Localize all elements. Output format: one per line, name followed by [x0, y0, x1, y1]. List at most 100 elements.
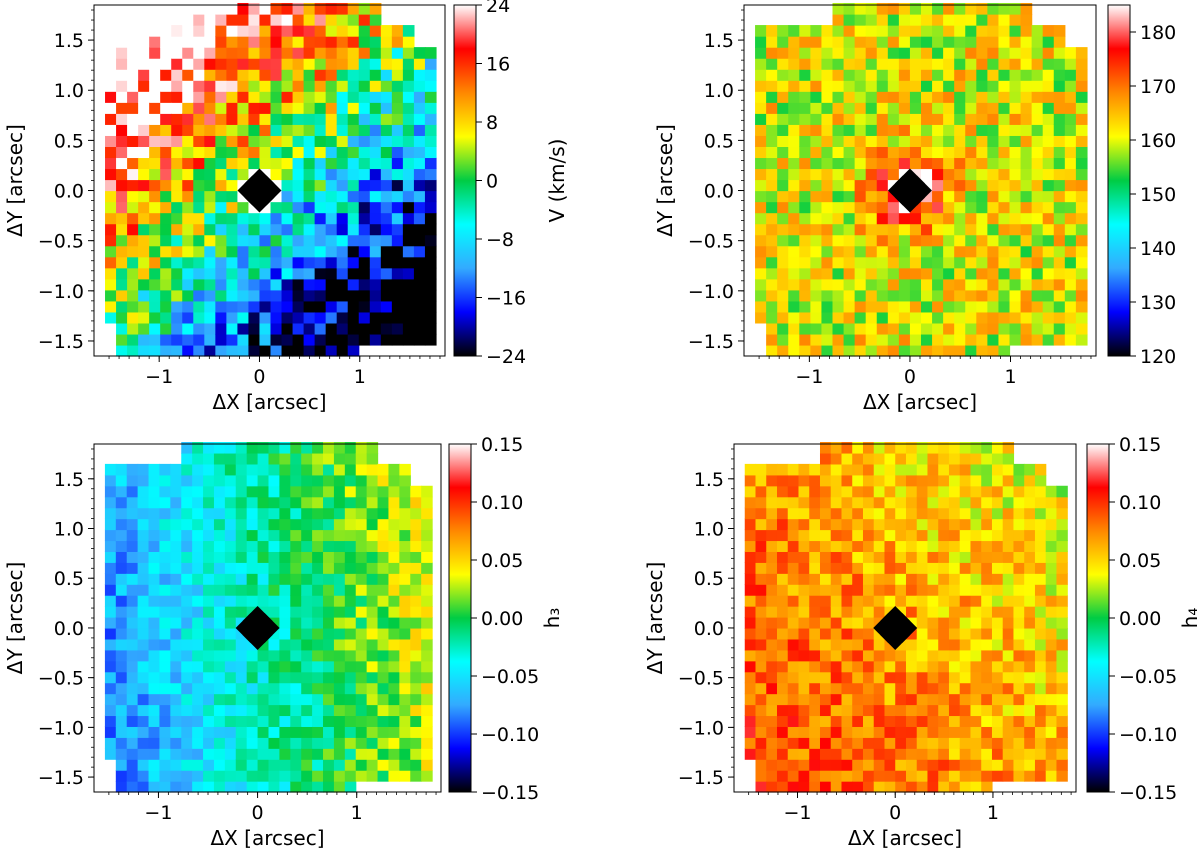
map-bin: [821, 289, 834, 302]
map-bin: [981, 562, 993, 574]
map-bin: [766, 47, 778, 59]
map-bin: [830, 737, 843, 749]
map-bin: [292, 322, 305, 335]
map-bin: [380, 234, 393, 247]
map-bin: [115, 551, 128, 563]
map-bin: [787, 617, 800, 629]
map-bin: [970, 660, 982, 673]
map-bin: [1042, 267, 1055, 280]
map-bin: [1042, 201, 1055, 214]
map-bin: [1034, 463, 1047, 476]
map-bin: [270, 157, 283, 170]
map-bin: [1024, 682, 1036, 695]
map-bin: [921, 14, 933, 26]
map-bin: [809, 595, 821, 607]
map-bin: [213, 759, 226, 771]
map-bin: [819, 781, 832, 793]
h4-map-cells: [744, 442, 1068, 793]
map-bin: [388, 485, 400, 498]
map-bin: [854, 300, 867, 313]
map-bin: [246, 573, 259, 585]
map-bin: [301, 617, 313, 629]
map-bin: [1009, 223, 1022, 236]
map-bin: [905, 474, 918, 487]
map-bin: [380, 311, 393, 324]
map-bin: [843, 2, 856, 15]
map-bin: [819, 452, 832, 465]
map-bin: [104, 693, 117, 706]
map-bin: [1013, 584, 1025, 596]
map-bin: [1075, 69, 1088, 81]
y-tick-label: 0.0: [54, 618, 84, 640]
map-bin: [257, 759, 270, 771]
map-bin: [204, 234, 216, 247]
map-bin: [1009, 47, 1022, 59]
map-bin: [1009, 212, 1022, 225]
map-bin: [347, 91, 360, 103]
map-bin: [832, 289, 845, 302]
map-bin: [1002, 726, 1015, 738]
map-bin: [421, 682, 433, 695]
map-bin: [138, 179, 150, 192]
map-bin: [358, 267, 371, 280]
map-bin: [391, 234, 404, 247]
map-bin: [259, 91, 272, 103]
map-bin: [192, 507, 204, 520]
map-bin: [347, 234, 360, 247]
map-bin: [380, 201, 393, 214]
map-bin: [138, 322, 150, 335]
map-bin: [798, 704, 810, 717]
map-bin: [1064, 91, 1077, 103]
map-bin: [399, 485, 411, 498]
map-bin: [314, 69, 327, 81]
map-bin: [257, 463, 270, 476]
map-bin: [766, 256, 778, 269]
map-bin: [105, 234, 117, 247]
map-bin: [303, 256, 316, 269]
map-bin: [193, 201, 205, 214]
map-bin: [115, 595, 128, 607]
map-bin: [1042, 102, 1055, 114]
map-bin: [204, 322, 216, 335]
map-bin: [301, 540, 313, 552]
map-bin: [799, 58, 811, 70]
map-bin: [809, 617, 821, 629]
map-bin: [312, 474, 324, 487]
map-bin: [193, 25, 205, 37]
map-bin: [1045, 682, 1058, 695]
map-bin: [865, 69, 878, 81]
map-bin: [799, 124, 811, 136]
map-bin: [1009, 267, 1022, 280]
map-bin: [148, 595, 161, 607]
map-bin: [927, 452, 939, 465]
map-bin: [1053, 212, 1066, 225]
map-bin: [1045, 584, 1058, 596]
map-bin: [766, 496, 778, 509]
map-bin: [777, 322, 789, 335]
map-bin: [898, 58, 911, 70]
map-bin: [1045, 770, 1058, 782]
map-bin: [921, 36, 933, 48]
map-bin: [965, 69, 977, 81]
map-bin: [325, 179, 338, 192]
map-bin: [215, 157, 227, 170]
map-bin: [336, 322, 349, 335]
map-bin: [192, 551, 204, 563]
map-bin: [424, 234, 437, 247]
map-bin: [148, 671, 161, 684]
map-bin: [402, 322, 415, 335]
map-bin: [421, 660, 433, 673]
map-bin: [788, 58, 800, 70]
map-bin: [137, 649, 150, 662]
map-bin: [819, 595, 832, 607]
map-bin: [237, 135, 250, 147]
map-bin: [248, 289, 261, 302]
map-bin: [257, 781, 270, 793]
map-bin: [270, 333, 283, 346]
map-bin: [399, 463, 411, 476]
map-bin: [841, 463, 853, 476]
map-bin: [171, 212, 183, 225]
map-bin: [421, 638, 433, 651]
map-bin: [126, 671, 139, 684]
map-bin: [366, 606, 379, 618]
